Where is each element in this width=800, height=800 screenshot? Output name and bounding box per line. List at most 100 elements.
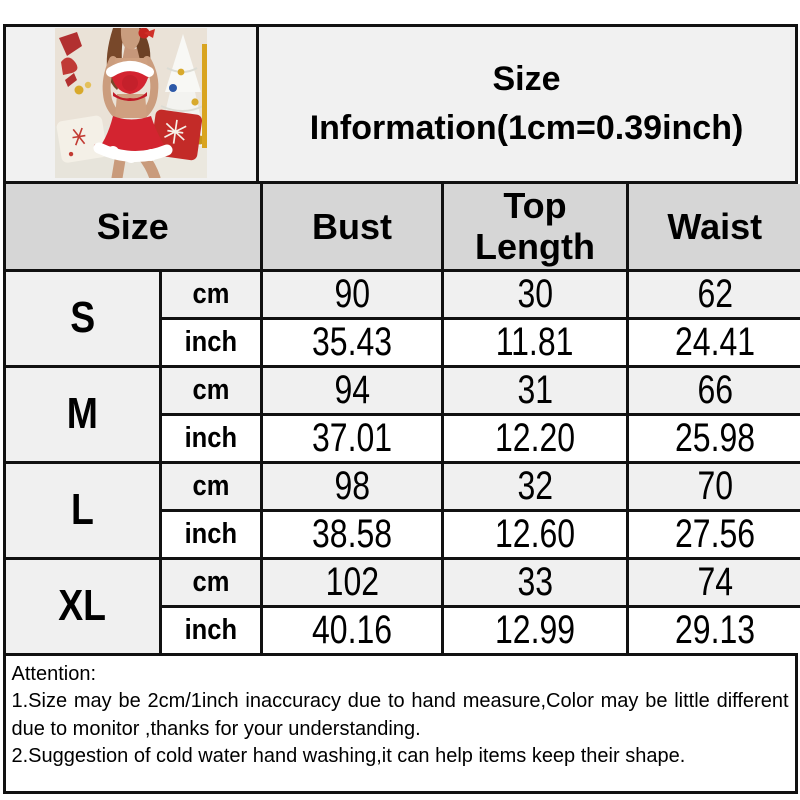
l-bust-cm-cell: 98 [260, 460, 445, 512]
l-toplength-cm-cell: 32 [441, 460, 630, 512]
cell-value: 12.60 [494, 511, 576, 556]
table-row: inch 40.16 12.99 29.13 [6, 604, 800, 654]
unit-label: cm [192, 277, 230, 310]
header-section: Size Information(1cm=0.39inch) [5, 27, 795, 184]
s-waist-inch-cell: 24.41 [626, 316, 800, 368]
unit-label: cm [192, 469, 230, 502]
note-line-1: 1.Size may be 2cm/1inch inaccuracy due t… [11, 690, 789, 740]
unit-label: inch [184, 517, 238, 550]
fur-skirt-icon [98, 116, 167, 156]
cell-value: 38.58 [311, 511, 393, 556]
unit-cell-inch: inch [158, 412, 264, 464]
table-row: L cm 98 32 70 [4, 460, 800, 560]
l-bust-inch-cell: 38.58 [260, 508, 445, 560]
cell-value: 66 [696, 367, 733, 412]
notes-heading: Attention: [11, 662, 97, 685]
size-chart-sheet: Size Information(1cm=0.39inch) Size Bust… [2, 24, 800, 794]
unit-cell-inch: inch [158, 604, 264, 654]
s-waist-cm-cell: 62 [626, 268, 800, 320]
title-cell: Size Information(1cm=0.39inch) [259, 27, 795, 181]
wall-decor-icon [58, 32, 91, 95]
page-title-line1: Size [492, 60, 561, 98]
s-bust-inch-cell: 35.43 [260, 316, 445, 368]
unit-cell-inch: inch [158, 508, 264, 560]
cell-value: 25.98 [674, 415, 755, 460]
unit-cell-cm: cm [158, 460, 264, 512]
xl-waist-inch-cell: 29.13 [626, 604, 800, 654]
cell-value: 12.20 [494, 415, 576, 460]
unit-cell-cm: cm [158, 556, 264, 608]
size-label-s: S [4, 268, 162, 368]
l-waist-inch-cell: 27.56 [626, 508, 800, 560]
note-line-2: 2.Suggestion of cold water hand washing,… [11, 745, 686, 767]
m-toplength-cm-cell: 31 [441, 364, 630, 416]
xl-bust-cm-cell: 102 [260, 556, 445, 608]
cell-value: 37.01 [311, 415, 393, 460]
unit-label: cm [192, 373, 230, 406]
l-waist-cm-cell: 70 [626, 460, 800, 512]
cell-value: 29.13 [674, 607, 755, 652]
unit-label: cm [192, 565, 230, 598]
size-label-m: M [4, 364, 162, 464]
cell-value: 11.81 [496, 319, 574, 364]
header-waist-label: Waist [667, 205, 763, 247]
size-label-xl: XL [4, 556, 162, 654]
model-figure [93, 28, 172, 178]
cell-value: 74 [696, 559, 733, 604]
unit-cell-cm: cm [158, 268, 264, 320]
s-toplength-cm-cell: 30 [441, 268, 630, 320]
cell-value: 24.41 [674, 319, 755, 364]
product-photo-cell [5, 27, 259, 181]
xl-waist-cm-cell: 74 [626, 556, 800, 608]
m-bust-cm-cell: 94 [260, 364, 445, 416]
size-value: S [69, 293, 95, 342]
cell-value: 40.16 [311, 607, 393, 652]
xl-toplength-cm-cell: 33 [441, 556, 630, 608]
cell-value: 30 [517, 271, 553, 316]
m-waist-inch-cell: 25.98 [626, 412, 800, 464]
l-toplength-inch-cell: 12.60 [441, 508, 630, 560]
cell-value: 102 [325, 559, 379, 604]
header-size-label: Size [96, 205, 169, 247]
white-pillow-icon [56, 115, 107, 163]
cell-value: 35.43 [311, 319, 393, 364]
page-title-line2: Information(1cm=0.39inch) [309, 109, 744, 147]
notes-section: Attention: 1.Size may be 2cm/1inch inacc… [5, 652, 795, 791]
cell-value: 31 [517, 367, 553, 412]
s-bust-cm-cell: 90 [260, 268, 445, 320]
table-header-row: Size Bust Top Length Waist [3, 182, 800, 272]
s-toplength-inch-cell: 11.81 [441, 316, 630, 368]
cell-value: 70 [696, 463, 733, 508]
xl-toplength-inch-cell: 12.99 [441, 604, 630, 654]
cell-value: 62 [696, 271, 733, 316]
cell-value: 90 [334, 271, 370, 316]
size-table: Size Bust Top Length Waist S cm 90 30 62… [3, 182, 800, 654]
product-photo [54, 28, 207, 178]
header-top-length: Top Length [441, 182, 630, 272]
m-waist-cm-cell: 66 [626, 364, 800, 416]
size-value: XL [58, 581, 107, 630]
size-value: M [66, 389, 98, 438]
header-top-length-label: Top Length [475, 185, 595, 268]
table-row: inch 38.58 12.60 27.56 [6, 508, 800, 560]
header-bust-label: Bust [312, 205, 393, 247]
unit-cell-cm: cm [158, 364, 264, 416]
cell-value: 32 [517, 463, 553, 508]
m-bust-inch-cell: 37.01 [260, 412, 445, 464]
unit-label: inch [184, 613, 238, 646]
unit-label: inch [184, 325, 238, 358]
header-size: Size [3, 182, 264, 272]
unit-cell-inch: inch [158, 316, 264, 368]
cell-value: 12.99 [494, 607, 576, 652]
m-toplength-inch-cell: 12.20 [441, 412, 630, 464]
header-bust: Bust [260, 182, 445, 272]
santa-hat-icon [138, 28, 149, 39]
size-label-l: L [4, 460, 162, 560]
cell-value: 27.56 [674, 511, 755, 556]
table-row: S cm 90 30 62 [4, 268, 800, 368]
table-row: inch 37.01 12.20 25.98 [6, 412, 800, 464]
table-row: XL cm 102 33 74 [4, 556, 800, 654]
cell-value: 33 [517, 559, 553, 604]
size-value: L [70, 485, 94, 534]
cell-value: 94 [334, 367, 370, 412]
